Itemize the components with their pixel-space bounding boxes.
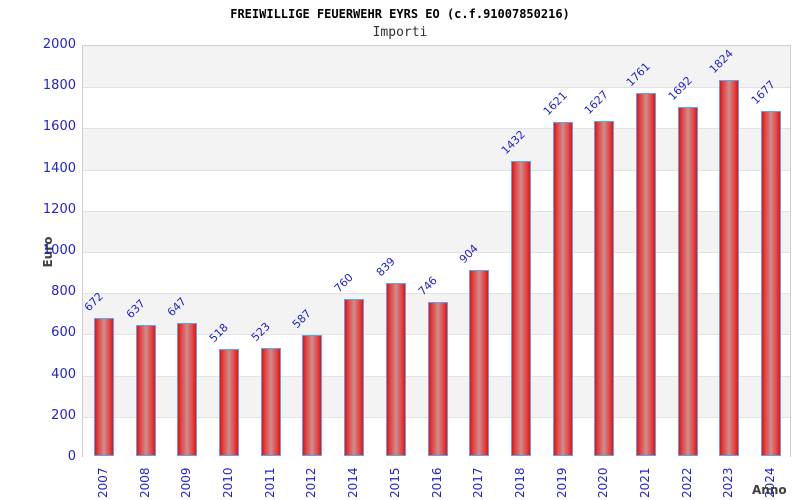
y-tick-label: 2000 xyxy=(42,37,76,52)
bar-2021 xyxy=(636,93,657,456)
background-band xyxy=(83,252,790,294)
bar-2015 xyxy=(385,283,406,456)
x-tick-label: 2023 xyxy=(721,467,736,498)
bar-2012 xyxy=(302,335,323,456)
y-tick-label: 800 xyxy=(51,284,76,300)
bar-2007 xyxy=(93,317,114,456)
x-tick-label: 2008 xyxy=(137,467,152,498)
bar-2017 xyxy=(469,269,490,456)
y-tick-label: 1400 xyxy=(42,160,76,176)
gridline xyxy=(83,293,790,295)
y-tick-label: 600 xyxy=(51,325,76,341)
gridline xyxy=(83,210,790,212)
gridline xyxy=(83,87,790,89)
x-axis-title: Anno xyxy=(752,483,787,497)
chart-subtitle: Importi xyxy=(372,25,428,40)
x-tick-label: 2022 xyxy=(679,467,694,498)
x-tick-label: 2007 xyxy=(95,467,110,498)
bar-2016 xyxy=(427,302,448,456)
bar-2019 xyxy=(552,122,573,456)
y-tick-label: 1800 xyxy=(42,78,76,94)
plot-area xyxy=(82,45,791,458)
x-tick-label: 2019 xyxy=(554,467,569,498)
y-tick-label: 1600 xyxy=(42,119,76,135)
y-tick-label: 0 xyxy=(67,449,76,464)
x-tick-label: 2016 xyxy=(429,467,444,498)
x-tick-label: 2015 xyxy=(387,467,402,498)
y-tick-label: 400 xyxy=(51,366,76,382)
bar-2009 xyxy=(177,322,198,456)
bar-2020 xyxy=(594,120,615,456)
x-tick-label: 2009 xyxy=(179,467,194,498)
y-tick-label: 200 xyxy=(51,407,76,423)
background-band xyxy=(83,87,790,129)
x-tick-label: 2021 xyxy=(638,467,653,498)
bar-2011 xyxy=(260,348,281,456)
x-tick-label: 2020 xyxy=(596,467,611,498)
bar-2022 xyxy=(677,107,698,456)
background-band xyxy=(83,210,790,252)
x-tick-label: 2018 xyxy=(512,467,527,498)
x-tick-label: 2010 xyxy=(220,467,235,498)
gridline xyxy=(83,169,790,171)
chart-title: FREIWILLIGE FEUERWEHR EYRS EO (c.f.91007… xyxy=(230,7,570,21)
bar-2023 xyxy=(719,80,740,456)
gridline xyxy=(83,252,790,253)
bar-2024 xyxy=(761,110,782,456)
bar-2008 xyxy=(135,324,156,456)
x-tick-label: 2011 xyxy=(262,467,277,498)
background-band xyxy=(83,128,790,170)
y-tick-label: 1200 xyxy=(42,201,76,217)
background-band xyxy=(83,46,790,88)
x-tick-label: 2014 xyxy=(346,467,361,498)
bar-2010 xyxy=(218,349,239,456)
background-band xyxy=(83,169,790,211)
bar-2018 xyxy=(510,161,531,456)
x-tick-label: 2012 xyxy=(304,467,319,498)
gridline xyxy=(83,128,790,130)
y-tick-label: 1000 xyxy=(42,243,76,258)
bar-2014 xyxy=(344,299,365,456)
x-tick-label: 2017 xyxy=(471,467,486,498)
